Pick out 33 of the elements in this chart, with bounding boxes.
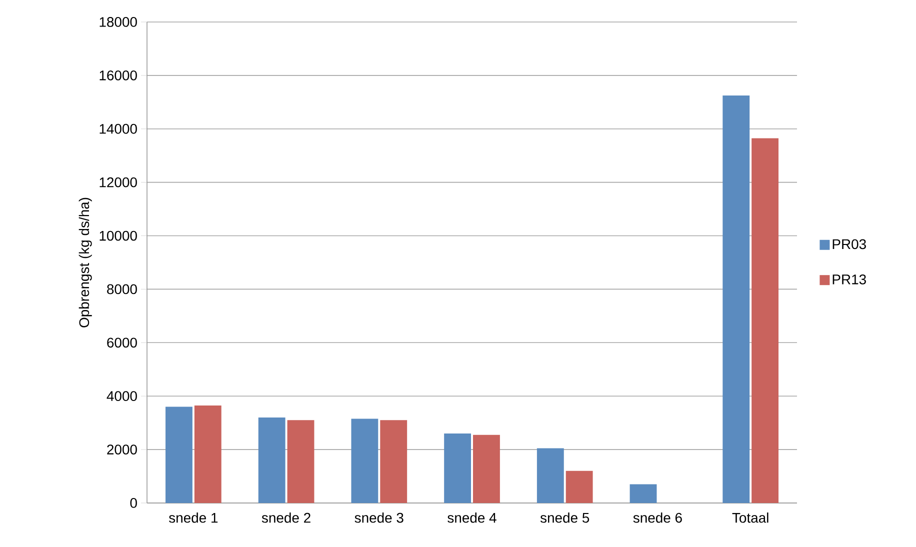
bar bbox=[752, 138, 779, 503]
y-tick-label: 10000 bbox=[100, 230, 137, 241]
bar bbox=[380, 420, 408, 503]
x-tick-label: snede 3 bbox=[354, 512, 404, 523]
x-tick-label: snede 6 bbox=[633, 512, 682, 523]
bar bbox=[473, 434, 500, 503]
x-tick-label: snede 2 bbox=[262, 512, 310, 523]
x-tick-label: snede 1 bbox=[169, 512, 218, 523]
y-tick-label: 18000 bbox=[100, 17, 137, 27]
bar bbox=[258, 417, 286, 503]
y-tick-label: 8000 bbox=[107, 284, 137, 294]
bar bbox=[444, 434, 472, 503]
bar bbox=[287, 420, 314, 503]
y-tick-label: 12000 bbox=[100, 177, 137, 188]
legend-label: PR03 bbox=[832, 239, 866, 250]
bar bbox=[566, 470, 593, 503]
y-tick-label: 6000 bbox=[107, 338, 137, 348]
bar bbox=[536, 448, 564, 503]
x-tick-label: Totaal bbox=[732, 512, 768, 523]
x-tick-label: snede 4 bbox=[448, 512, 496, 523]
y-tick-label: 4000 bbox=[106, 391, 137, 402]
y-tick-label: 14000 bbox=[100, 124, 137, 134]
x-tick-label: snede 5 bbox=[540, 512, 590, 523]
bar bbox=[722, 95, 750, 503]
bar bbox=[630, 484, 657, 503]
y-tick-label: 2000 bbox=[107, 444, 137, 454]
bar bbox=[166, 406, 192, 503]
y-axis-title: Opbrengst (kg ds/ha) bbox=[78, 198, 92, 328]
y-tick-label: 16000 bbox=[100, 70, 137, 80]
legend-label: PR13 bbox=[832, 274, 866, 284]
y-tick-label: 0 bbox=[130, 498, 137, 508]
bar bbox=[351, 418, 378, 503]
bar bbox=[194, 405, 222, 503]
